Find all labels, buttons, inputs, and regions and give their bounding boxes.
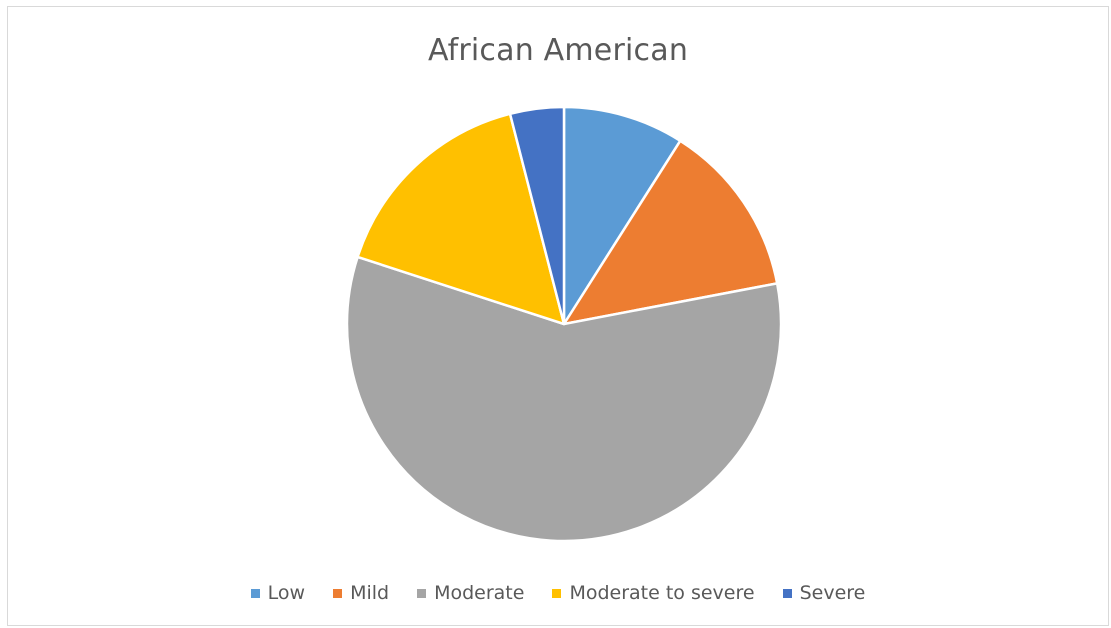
legend-item-moderate: Moderate — [417, 582, 524, 604]
legend-swatch-low — [250, 588, 260, 598]
legend-swatch-moderate-to-severe — [552, 588, 562, 598]
legend: Low Mild Moderate Moderate to severe Severe — [8, 582, 1108, 604]
pie-slice-severe — [508, 105, 566, 326]
pie-chart — [345, 105, 783, 543]
legend-label-mild: Mild — [350, 582, 390, 604]
legend-label-moderate-to-severe: Moderate to severe — [569, 582, 755, 604]
legend-item-moderate-to-severe: Moderate to severe — [552, 582, 755, 604]
legend-label-low: Low — [267, 582, 306, 604]
pie-slice-moderate — [345, 255, 783, 543]
pie-slices — [345, 105, 783, 543]
chart-area: African American Low Mild Moderate Moderate… — [7, 6, 1109, 626]
legend-swatch-severe — [782, 588, 792, 598]
legend-label-severe: Severe — [799, 582, 866, 604]
legend-swatch-moderate — [417, 588, 427, 598]
legend-item-mild: Mild — [333, 582, 389, 604]
pie-slice-mild — [562, 139, 779, 326]
legend-item-low: Low — [250, 582, 306, 604]
legend-swatch-mild — [333, 588, 343, 598]
pie-slice-moderate-to-severe — [356, 112, 566, 326]
legend-label-moderate: Moderate — [434, 582, 525, 604]
pie-slice-low — [562, 105, 682, 326]
chart-title: African American — [427, 33, 689, 68]
legend-item-severe: Severe — [782, 582, 866, 604]
